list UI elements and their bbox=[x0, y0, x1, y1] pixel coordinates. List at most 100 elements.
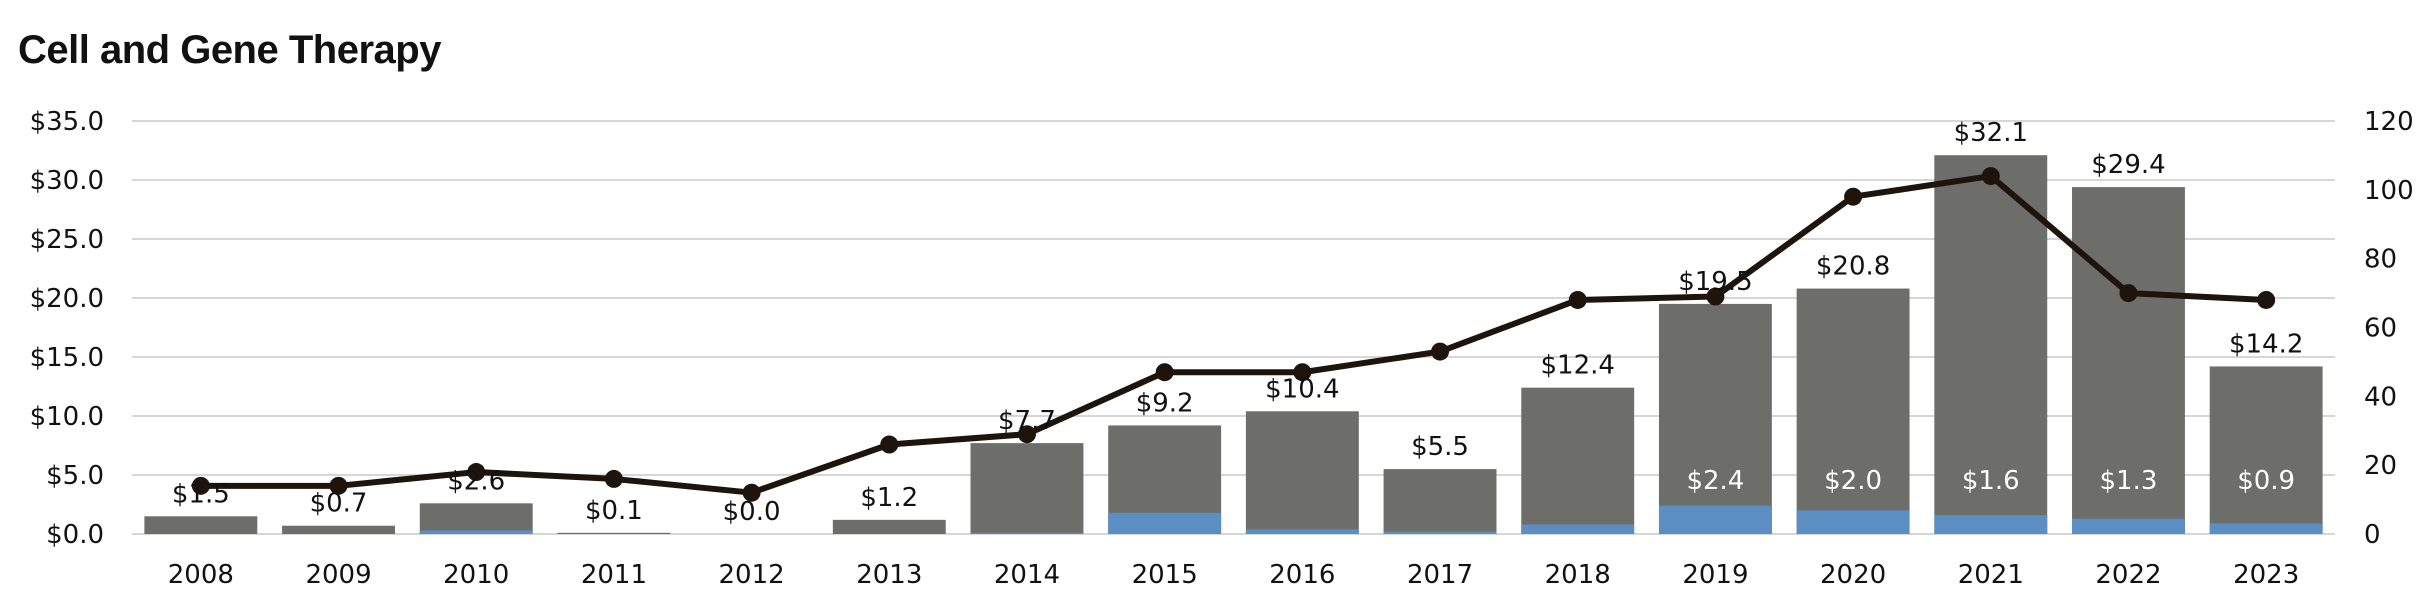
bar-value-label: $10.4 bbox=[1265, 374, 1339, 404]
x-tick-label: 2022 bbox=[2095, 560, 2161, 590]
left-y-axis: $0.0 $5.0 $10.0 $15.0 $20.0 $25.0 $30.0 $35.0 bbox=[30, 107, 104, 550]
line-point bbox=[1568, 290, 1587, 309]
left-tick-label: $35.0 bbox=[30, 107, 104, 137]
bar bbox=[1521, 387, 1635, 534]
bar bbox=[557, 532, 671, 534]
bar-segment-inner bbox=[1245, 529, 1359, 534]
left-tick-label: $15.0 bbox=[30, 343, 104, 373]
bar-segment-inner bbox=[1521, 524, 1635, 534]
bar bbox=[1245, 411, 1359, 534]
bar-value-label: $19.5 bbox=[1678, 267, 1752, 297]
bar-value-label: $12.4 bbox=[1541, 351, 1615, 381]
x-tick-label: 2019 bbox=[1682, 560, 1748, 590]
line-point bbox=[742, 483, 761, 502]
bar-value-label: $0.1 bbox=[585, 496, 643, 526]
line-point bbox=[604, 469, 623, 488]
left-tick-label: $10.0 bbox=[30, 402, 104, 432]
right-tick-label: 0 bbox=[2364, 520, 2381, 550]
left-tick-label: $0.0 bbox=[46, 520, 104, 550]
line-point bbox=[1431, 342, 1450, 361]
bar bbox=[970, 443, 1084, 534]
x-tick-label: 2013 bbox=[856, 560, 922, 590]
x-tick-label: 2015 bbox=[1132, 560, 1198, 590]
line-series bbox=[191, 167, 2276, 502]
bar-segment-inner bbox=[1796, 510, 1910, 534]
line-point bbox=[2119, 284, 2138, 303]
bar bbox=[2209, 366, 2323, 534]
bar-segment-inner bbox=[1383, 531, 1497, 534]
line-point bbox=[1706, 287, 1725, 306]
x-tick-label: 2016 bbox=[1269, 560, 1335, 590]
bar-value-label: $7.7 bbox=[998, 406, 1056, 436]
bars bbox=[144, 155, 2323, 534]
bar bbox=[1796, 288, 1910, 534]
left-tick-label: $20.0 bbox=[30, 284, 104, 314]
line-point bbox=[880, 435, 899, 454]
x-tick-label: 2018 bbox=[1545, 560, 1611, 590]
line-point bbox=[1293, 363, 1312, 382]
bar-value-label: $1.5 bbox=[172, 479, 230, 509]
bar-value-label: $5.5 bbox=[1411, 432, 1469, 462]
bar bbox=[419, 503, 533, 534]
right-y-axis: 0 20 40 60 80 100 120 bbox=[2364, 107, 2414, 550]
x-tick-label: 2010 bbox=[443, 560, 509, 590]
bar-value-label: $32.1 bbox=[1954, 118, 2028, 148]
x-tick-label: 2020 bbox=[1820, 560, 1886, 590]
left-tick-label: $30.0 bbox=[30, 166, 104, 196]
x-tick-label: 2009 bbox=[305, 560, 371, 590]
inner-value-label: $2.0 bbox=[1824, 466, 1882, 496]
bar-segment-inner bbox=[1658, 505, 1772, 534]
inner-value-label: $0.9 bbox=[2237, 466, 2295, 496]
bar-segment-inner bbox=[2209, 523, 2323, 534]
x-tick-label: 2008 bbox=[168, 560, 234, 590]
x-tick-label: 2011 bbox=[581, 560, 647, 590]
right-tick-label: 120 bbox=[2364, 107, 2414, 137]
line-point bbox=[467, 463, 486, 482]
bar-value-label: $29.4 bbox=[2091, 150, 2165, 180]
inner-value-label: $2.4 bbox=[1686, 466, 1744, 496]
line-point bbox=[1981, 167, 2000, 186]
inner-value-label: $1.3 bbox=[2100, 466, 2158, 496]
x-tick-label: 2012 bbox=[719, 560, 785, 590]
line-point bbox=[1155, 363, 1174, 382]
left-tick-label: $25.0 bbox=[30, 225, 104, 255]
inner-value-label: $1.6 bbox=[1962, 466, 2020, 496]
line-path bbox=[200, 173, 2267, 496]
line-point bbox=[191, 476, 210, 495]
x-axis: 2008 2009 2010 2011 2012 2013 2014 2015 2016 2017… bbox=[168, 560, 2299, 590]
line-point bbox=[2257, 290, 2276, 309]
bar-value-label: $9.2 bbox=[1136, 388, 1194, 418]
line-point bbox=[329, 476, 348, 495]
bar-segment-inner bbox=[1108, 512, 1222, 534]
line-point bbox=[1017, 425, 1036, 444]
line-point bbox=[1844, 187, 1863, 206]
bar-segment-inner bbox=[419, 530, 533, 534]
bar bbox=[282, 525, 395, 534]
bar bbox=[2072, 187, 2185, 534]
x-tick-label: 2017 bbox=[1407, 560, 1473, 590]
bar bbox=[832, 519, 946, 534]
right-tick-label: 40 bbox=[2364, 382, 2397, 412]
bar-value-label: $1.2 bbox=[860, 483, 918, 513]
right-tick-label: 80 bbox=[2364, 245, 2397, 275]
x-tick-label: 2021 bbox=[1958, 560, 2024, 590]
bar-segment-inner bbox=[2072, 518, 2185, 534]
bar-value-label: $0.0 bbox=[723, 497, 781, 527]
bar-segment-inner bbox=[970, 532, 1084, 534]
x-tick-label: 2014 bbox=[994, 560, 1060, 590]
bar bbox=[1934, 155, 2048, 534]
bar-value-label: $14.2 bbox=[2229, 329, 2303, 359]
bar-segment-inner bbox=[1934, 515, 2048, 534]
bar-value-label: $2.6 bbox=[447, 466, 505, 496]
right-tick-label: 100 bbox=[2364, 176, 2414, 206]
bar bbox=[1658, 303, 1772, 534]
x-tick-label: 2023 bbox=[2233, 560, 2299, 590]
bar bbox=[1383, 469, 1497, 534]
right-tick-label: 20 bbox=[2364, 451, 2397, 481]
data-labels: $1.5 $0.7 $2.6 $0.1 $0.0 $1.2 $7.7 $9.2 $10.4 $5.… bbox=[172, 118, 2303, 527]
right-tick-label: 60 bbox=[2364, 314, 2397, 344]
chart-title: Cell and Gene Therapy bbox=[18, 28, 441, 72]
bar-value-label: $0.7 bbox=[310, 489, 368, 519]
left-tick-label: $5.0 bbox=[46, 461, 104, 491]
